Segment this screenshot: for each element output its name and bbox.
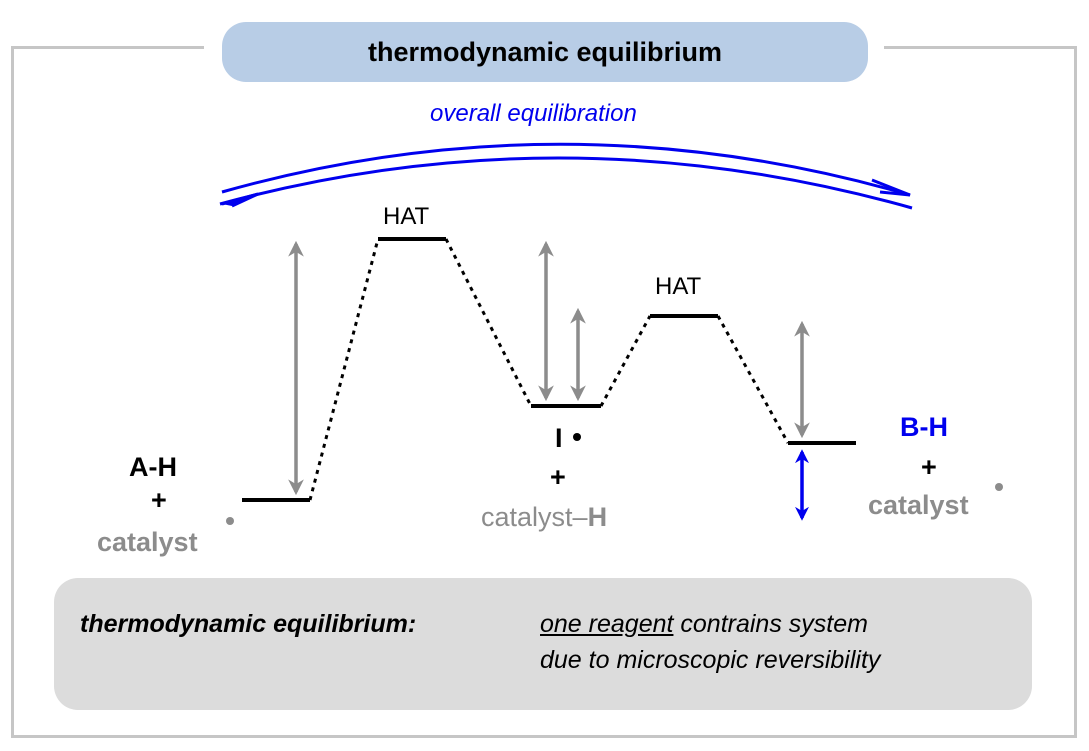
overall-label: overall equilibration (430, 100, 637, 127)
overall-arc-forward (221, 142, 911, 197)
note-line-2: due to microscopic reversibility (540, 646, 881, 674)
connector-4 (716, 315, 790, 444)
overall-arc-backward (219, 156, 913, 210)
note-heading: thermodynamic equilibrium: (80, 610, 417, 638)
start-plus: + (151, 485, 167, 515)
ts1-label: HAT (383, 203, 430, 230)
product-catalyst-label: catalyst (868, 490, 969, 520)
intermediate-catalyst-label: catalyst–H (481, 502, 607, 533)
note-underlined: one reagent (540, 610, 674, 638)
intermediate-plus: + (550, 462, 566, 492)
radical-dot-product (995, 483, 1003, 491)
product-label: B-H (900, 412, 948, 442)
ts2-label: HAT (655, 273, 702, 300)
note-line-1-rest: contrains system (673, 610, 868, 638)
start-catalyst-label: catalyst (97, 527, 198, 557)
intermediate-label: I (555, 423, 563, 453)
connector-2 (444, 238, 533, 407)
title-text: thermodynamic equilibrium (367, 36, 723, 67)
radical-dot-start (226, 517, 234, 525)
note-box (54, 578, 1032, 710)
overall-arc-backward-head (221, 192, 259, 208)
radical-dot-intermediate (573, 433, 581, 441)
start-reactant-label: A-H (129, 452, 177, 482)
note-line-1: one reagent contrains system (540, 610, 868, 639)
intermediate-catalyst-h: H (587, 502, 608, 532)
connector-3 (599, 315, 652, 407)
intermediate-catalyst-text: catalyst– (481, 502, 588, 532)
title-banner: thermodynamic equilibrium (222, 22, 868, 82)
overall-arc-forward-head (871, 178, 911, 197)
connector-1 (308, 238, 380, 501)
product-plus: + (921, 452, 937, 482)
